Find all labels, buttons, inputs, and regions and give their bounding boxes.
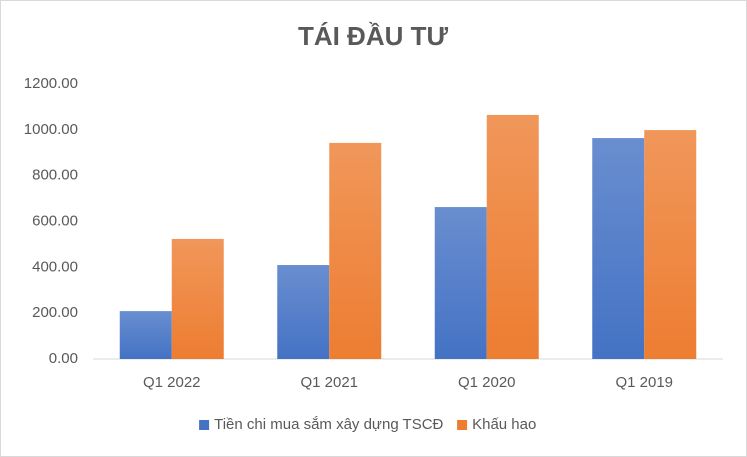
x-tick-label: Q1 2022 (143, 374, 201, 391)
bar (329, 142, 382, 359)
legend-label: Khấu hao (472, 416, 536, 433)
y-tick-label: 1200.00 (24, 75, 78, 92)
bar (644, 130, 697, 359)
bar (486, 114, 539, 359)
x-tick-label: Q1 2021 (300, 374, 358, 391)
y-tick-label: 0.00 (49, 350, 78, 367)
bar (171, 238, 224, 359)
y-tick-label: 800.00 (32, 167, 78, 184)
bar (119, 311, 172, 359)
legend-label: Tiền chi mua sắm xây dựng TSCĐ (214, 416, 443, 433)
legend-swatch (457, 420, 468, 430)
y-tick-label: 200.00 (32, 304, 78, 321)
bar (434, 207, 487, 359)
bar (277, 265, 330, 359)
x-tick-label: Q1 2020 (458, 374, 516, 391)
legend-swatch (199, 420, 210, 430)
bar (592, 138, 645, 359)
chart-title: TÁI ĐẦU TƯ (298, 21, 449, 51)
y-tick-label: 400.00 (32, 258, 78, 275)
y-tick-label: 1000.00 (24, 121, 78, 138)
x-tick-label: Q1 2019 (615, 374, 673, 391)
y-tick-label: 600.00 (32, 212, 78, 229)
